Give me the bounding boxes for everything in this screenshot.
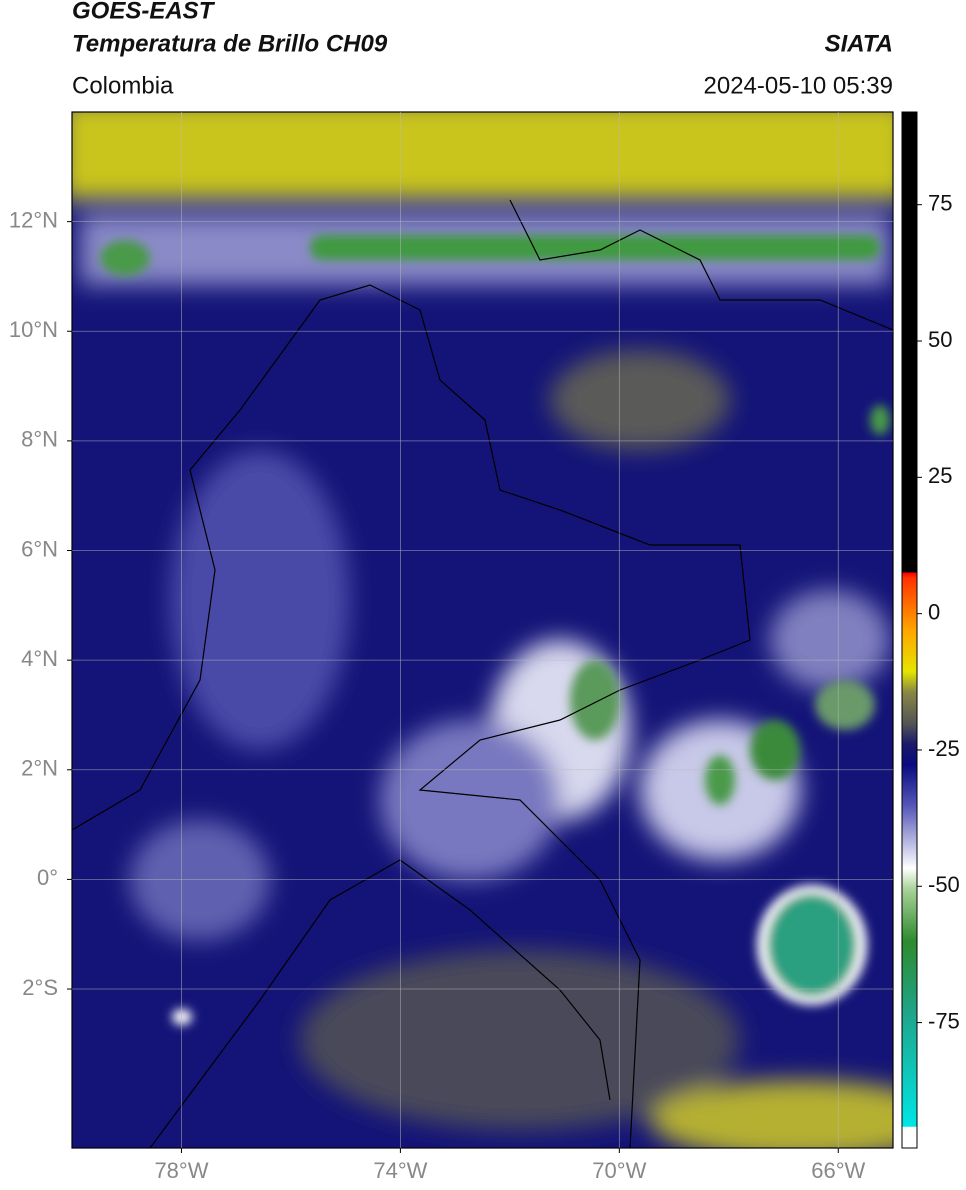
- x-tick-label: 74°W: [373, 1158, 427, 1183]
- x-tick-label: 70°W: [592, 1158, 646, 1183]
- y-tick-label: 8°N: [21, 427, 58, 452]
- colorbar: [901, 111, 918, 1149]
- x-tick-label: 66°W: [811, 1158, 865, 1183]
- y-tick-label: 2°N: [21, 756, 58, 781]
- source: SIATA: [825, 30, 893, 57]
- colorbar-label: 0: [928, 599, 940, 624]
- colorbar-label: 50: [928, 327, 952, 352]
- colorbar-label: 25: [928, 463, 952, 488]
- y-tick-label: 10°N: [9, 317, 58, 342]
- borders: [72, 199, 893, 1148]
- y-tick-label: 0°: [37, 865, 58, 890]
- colorbar-label: 75: [928, 191, 952, 216]
- x-tick-label: 78°W: [154, 1158, 208, 1183]
- colorbar-label: -25: [928, 736, 960, 761]
- subtitle: Temperatura de Brillo CH09: [72, 30, 388, 57]
- y-tick-label: 12°N: [9, 207, 58, 232]
- region: Colombia: [72, 72, 174, 99]
- y-tick-label: 2°S: [22, 975, 58, 1000]
- y-tick-label: 6°N: [21, 536, 58, 561]
- colorbar-label: -50: [928, 872, 960, 897]
- title: GOES-EAST: [72, 0, 216, 24]
- y-tick-label: 4°N: [21, 646, 58, 671]
- colorbar-label: -75: [928, 1008, 960, 1033]
- satellite-image: [72, 112, 893, 1148]
- map-frame: [71, 111, 894, 1149]
- datetime: 2024-05-10 05:39: [704, 72, 894, 99]
